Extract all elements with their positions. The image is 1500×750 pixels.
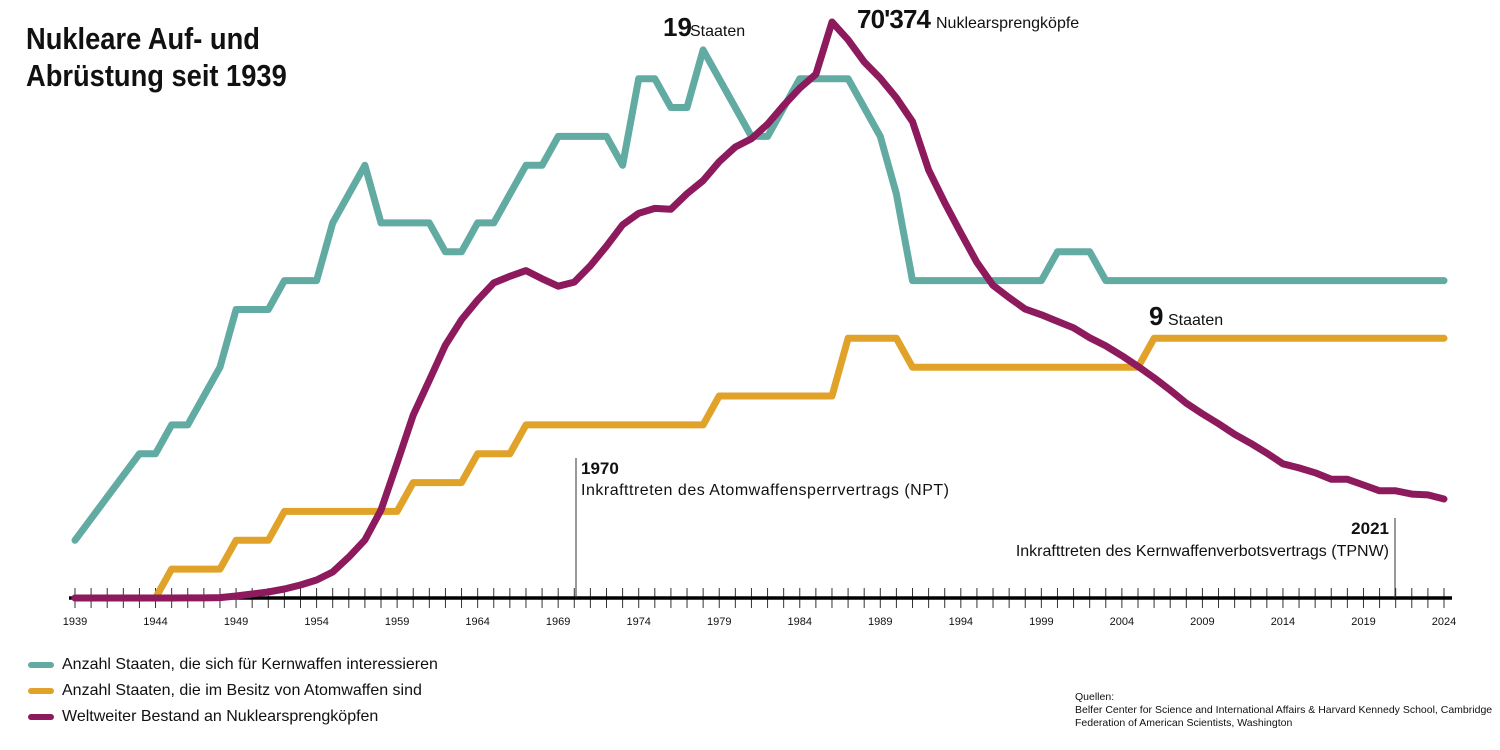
peak-states-value: 19 xyxy=(663,12,692,42)
x-tick-label: 1949 xyxy=(224,616,248,628)
current-states-value: 9 xyxy=(1149,301,1163,331)
tpnw-year: 2021 xyxy=(1351,519,1389,538)
sources: Quellen: Belfer Center for Science and I… xyxy=(1075,691,1492,730)
x-tick-label: 2009 xyxy=(1190,616,1214,628)
series-line-nuclear-states xyxy=(71,334,1448,602)
tpnw-label: Inkrafttreten des Kernwaffenverbotsvertr… xyxy=(1016,543,1389,560)
legend-item-nuclear-states: Anzahl Staaten, die im Besitz von Atomwa… xyxy=(28,682,422,700)
x-tick-label: 1939 xyxy=(63,616,87,628)
x-tick-label: 1944 xyxy=(143,616,167,628)
source-line: Federation of American Scientists, Washi… xyxy=(1075,717,1293,729)
sources-heading: Quellen: xyxy=(1075,691,1115,703)
legend-swatch xyxy=(28,662,54,668)
source-line: Belfer Center for Science and Internatio… xyxy=(1075,704,1493,716)
x-tick-label: 2004 xyxy=(1110,616,1134,628)
legend-swatch xyxy=(28,714,54,720)
legend-label: Anzahl Staaten, die im Besitz von Atomwa… xyxy=(62,682,422,699)
x-tick-label: 1979 xyxy=(707,616,731,628)
peak-states-unit: Staaten xyxy=(690,23,745,40)
x-tick-label: 1954 xyxy=(304,616,328,628)
x-tick-label: 1964 xyxy=(465,616,489,628)
current-states-unit: Staaten xyxy=(1168,312,1223,329)
legend-label: Weltweiter Bestand an Nuklearsprengköpfe… xyxy=(62,708,379,725)
legend-item-warheads: Weltweiter Bestand an Nuklearsprengköpfe… xyxy=(28,708,378,726)
x-tick-label: 2014 xyxy=(1271,616,1295,628)
peak-warheads-unit: Nuklearsprengköpfe xyxy=(936,15,1079,32)
series-line-interested-states xyxy=(71,46,1448,544)
x-tick-label: 1994 xyxy=(949,616,973,628)
series-line-warheads xyxy=(71,18,1448,602)
legend-swatch xyxy=(28,688,54,694)
npt-label: Inkrafttreten des Atomwaffensperrvertrag… xyxy=(581,482,949,499)
x-tick-label: 1999 xyxy=(1029,616,1053,628)
chart-title: Nukleare Auf- und Abrüstung seit 1939 xyxy=(26,21,287,93)
x-tick-label: 1959 xyxy=(385,616,409,628)
x-tick-label: 2024 xyxy=(1432,616,1456,628)
x-tick-label: 1984 xyxy=(788,616,812,628)
peak-warheads-value: 70'374 xyxy=(857,4,932,34)
x-tick-label: 2019 xyxy=(1351,616,1375,628)
x-tick-label: 1969 xyxy=(546,616,570,628)
legend-label: Anzahl Staaten, die sich für Kernwaffen … xyxy=(62,656,438,673)
x-tick-label: 1989 xyxy=(868,616,892,628)
npt-year: 1970 xyxy=(581,459,619,478)
legend-item-interested-states: Anzahl Staaten, die sich für Kernwaffen … xyxy=(28,656,438,674)
x-tick-label: 1974 xyxy=(626,616,650,628)
